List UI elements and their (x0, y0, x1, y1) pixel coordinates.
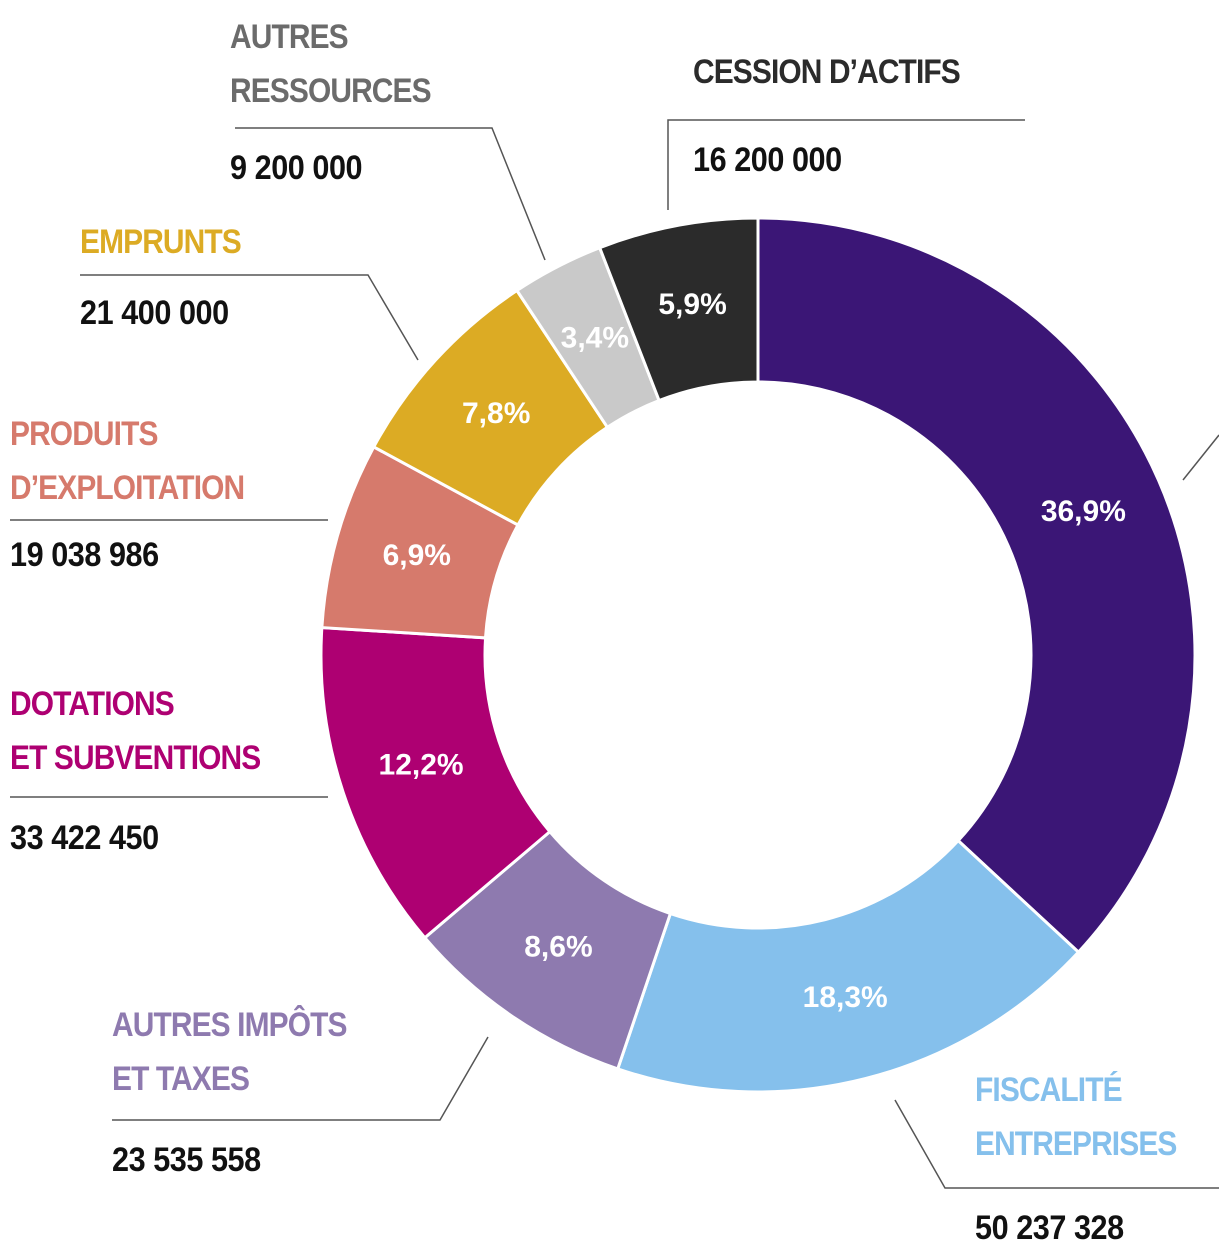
category-label: DOTATIONS ET SUBVENTIONS (10, 685, 261, 777)
category-label: PRODUITS D’EXPLOITATION (10, 415, 245, 507)
leader-line (235, 127, 546, 261)
percent-label: 36,9% (1041, 495, 1126, 528)
category-label: CESSION D’ACTIFS (693, 53, 961, 91)
percent-label: 3,4% (561, 322, 629, 355)
leader-line (1182, 434, 1219, 481)
donut-segment (756, 216, 1197, 955)
percent-label: 18,3% (803, 981, 888, 1014)
percent-label: 5,9% (658, 288, 726, 321)
percent-label: 12,2% (379, 749, 464, 782)
donut-segment (597, 216, 760, 403)
percent-label: 6,9% (383, 539, 451, 572)
amount-label: 50 237 328 (975, 1209, 1124, 1244)
leader-line (112, 1036, 489, 1121)
amount-label: 9 200 000 (230, 149, 363, 187)
donut-segment (615, 838, 1081, 1094)
percent-label: 8,6% (524, 931, 592, 964)
amount-label: 16 200 000 (693, 141, 842, 179)
category-label: AUTRES IMPÔTS ET TAXES (112, 1006, 347, 1098)
leader-line (80, 274, 419, 361)
category-label: EMPRUNTS (80, 223, 242, 261)
amount-label: 33 422 450 (10, 819, 159, 857)
leader-line (894, 1099, 1219, 1189)
amount-label: 23 535 558 (112, 1141, 261, 1179)
leader-line (667, 119, 1025, 210)
amount-label: 19 038 986 (10, 536, 159, 574)
amount-label: 21 400 000 (80, 294, 229, 332)
category-label: AUTRES RESSOURCES (230, 18, 432, 110)
percent-label: 7,8% (462, 397, 530, 430)
category-label: FISCALITÉ ENTREPRISES (975, 1071, 1177, 1163)
